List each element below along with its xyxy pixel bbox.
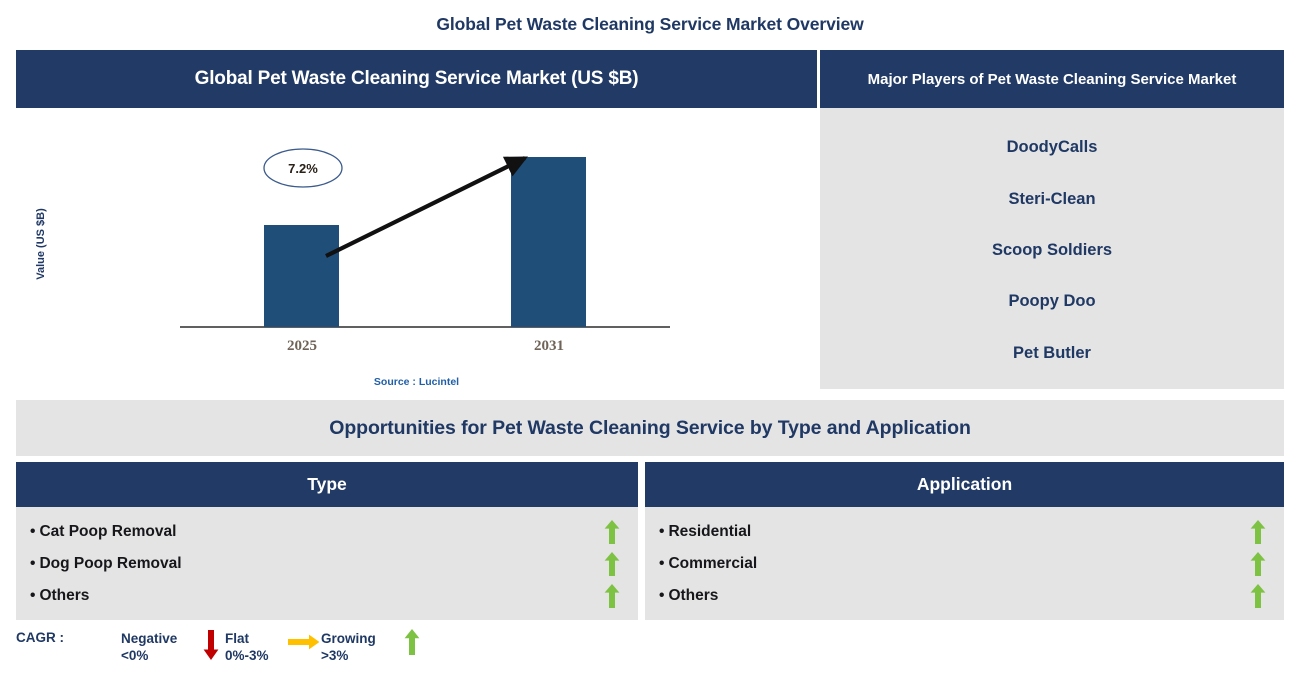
list-item: • Residential (645, 516, 1284, 548)
list-item: Pet Butler (1013, 343, 1091, 362)
market-bar-chart: Value (US $B) 7.2% 2025 2031 Source : Lu… (16, 108, 817, 396)
application-segment-header: Application (645, 462, 1284, 507)
cagr-growth-arrow (325, 156, 529, 258)
players-list: DoodyCalls Steri-Clean Scoop Soldiers Po… (820, 108, 1284, 389)
cagr-legend-growing-range: >3% (321, 648, 349, 663)
arrow-up-green-icon (604, 552, 620, 576)
list-item: Steri-Clean (1008, 189, 1096, 208)
cagr-legend-item-flat: Flat 0%-3% (225, 630, 269, 664)
type-segment-body: • Cat Poop Removal • Dog Poop Removal • Oth… (16, 507, 638, 620)
cagr-legend-growing-name: Growing (321, 631, 376, 646)
bullet-icon: • (659, 555, 665, 572)
cagr-legend-flat-name: Flat (225, 631, 250, 646)
list-item: • Cat Poop Removal (16, 516, 638, 548)
application-segment-body: • Residential • Commercial • Others (645, 507, 1284, 620)
list-item: • Others (645, 580, 1284, 612)
application-item-label: • Commercial (659, 555, 758, 572)
arrow-up-green-icon (604, 520, 620, 544)
page-title: Global Pet Waste Cleaning Service Market… (436, 14, 864, 34)
chart-panel-header: Global Pet Waste Cleaning Service Market… (16, 50, 817, 108)
chart-source-note: Source : Lucintel (373, 376, 460, 388)
arrow-down-red-icon (203, 630, 219, 660)
cagr-callout-label: 7.2% (288, 161, 318, 176)
arrow-up-green-icon (1250, 552, 1266, 576)
application-segment-header-label: Application (916, 474, 1013, 494)
bullet-icon: • (30, 523, 36, 540)
bullet-icon: • (30, 587, 36, 604)
chart-tick-2031: 2031 (534, 338, 564, 354)
bar-2031 (511, 157, 586, 327)
chart-svg: Value (US $B) 7.2% 2025 2031 (35, 148, 670, 354)
opportunities-banner: Opportunities for Pet Waste Cleaning Ser… (16, 400, 1284, 456)
arrow-right-yellow-icon (288, 634, 320, 650)
list-item: • Others (16, 580, 638, 612)
arrow-up-green-icon (1250, 520, 1266, 544)
players-panel-header-label: Major Players of Pet Waste Cleaning Serv… (867, 70, 1237, 88)
players-panel-header: Major Players of Pet Waste Cleaning Serv… (820, 50, 1284, 108)
type-segment-header: Type (16, 462, 638, 507)
list-item: DoodyCalls (1006, 138, 1098, 157)
opportunities-banner-label: Opportunities for Pet Waste Cleaning Ser… (329, 416, 971, 439)
bullet-icon: • (30, 555, 36, 572)
list-item: • Dog Poop Removal (16, 548, 638, 580)
cagr-legend-title: CAGR : (16, 630, 64, 645)
application-segment-box: Application • Residential • Commercial • Ot… (645, 462, 1284, 620)
cagr-callout-ellipse (263, 148, 343, 188)
bullet-icon: • (659, 523, 665, 540)
type-item-label: • Cat Poop Removal (30, 523, 177, 540)
bar-2025 (264, 225, 339, 327)
arrow-up-green-icon (404, 629, 420, 655)
cagr-legend-item-negative: Negative <0% (121, 630, 177, 664)
arrow-up-green-icon (604, 584, 620, 608)
type-item-label: • Dog Poop Removal (30, 555, 182, 572)
type-segment-header-label: Type (307, 474, 347, 494)
list-item: • Commercial (645, 548, 1284, 580)
cagr-legend: CAGR : Negative <0% Flat 0%-3% Growing >… (16, 626, 446, 668)
application-item-label: • Others (659, 587, 719, 604)
chart-panel-header-label: Global Pet Waste Cleaning Service Market… (194, 68, 639, 89)
cagr-legend-flat-range: 0%-3% (225, 648, 269, 663)
application-item-label: • Residential (659, 523, 752, 540)
type-item-label: • Others (30, 587, 90, 604)
arrow-up-green-icon (1250, 584, 1266, 608)
cagr-legend-negative-range: <0% (121, 648, 149, 663)
type-segment-box: Type • Cat Poop Removal • Dog Poop Removal… (16, 462, 638, 620)
cagr-legend-negative-name: Negative (121, 631, 178, 646)
list-item: Scoop Soldiers (991, 240, 1113, 259)
cagr-legend-item-growing: Growing >3% (321, 630, 376, 664)
chart-y-axis-label: Value (US $B) (35, 208, 47, 280)
list-item: Poopy Doo (1008, 292, 1096, 311)
bullet-icon: • (659, 587, 665, 604)
chart-tick-2025: 2025 (287, 338, 317, 354)
